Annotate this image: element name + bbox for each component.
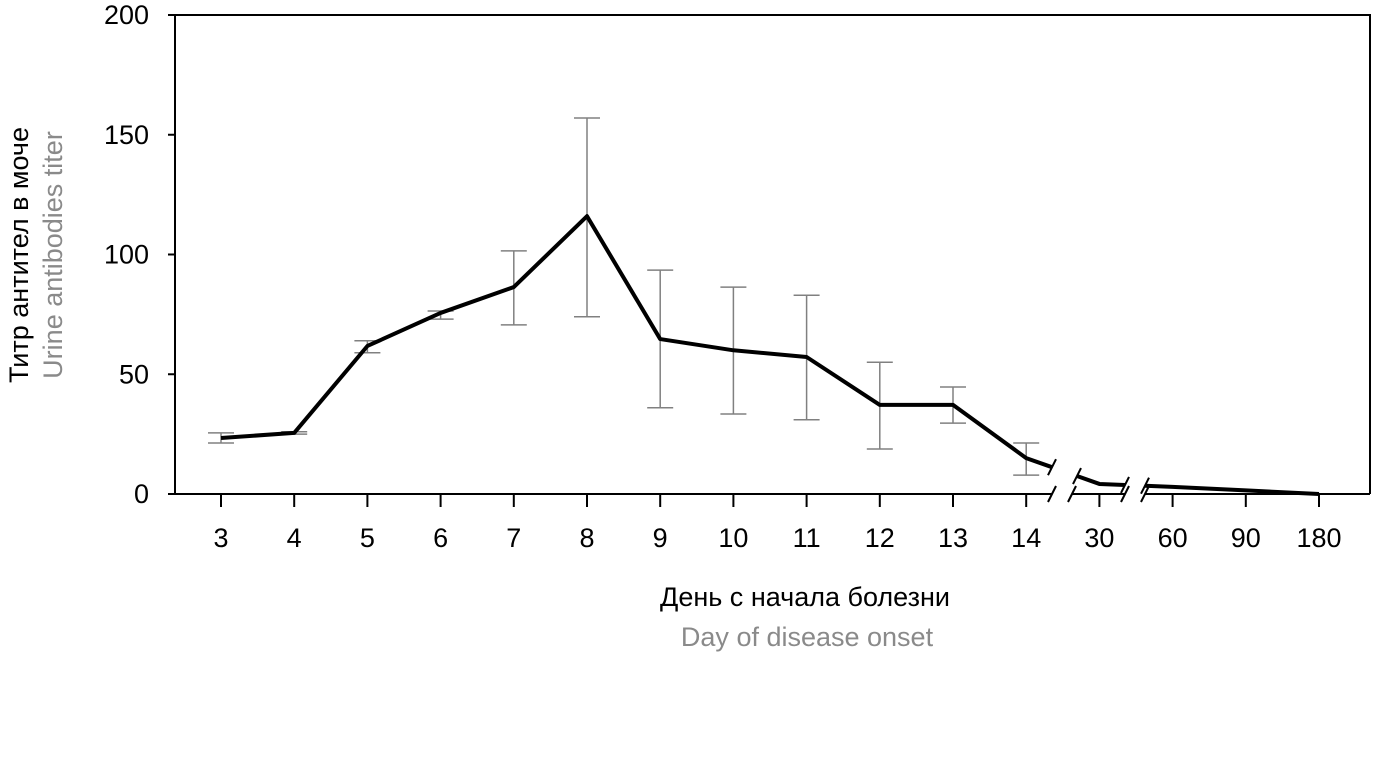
- x-tick-label: 13: [938, 523, 968, 553]
- x-tick-label: 180: [1296, 523, 1341, 553]
- axes: [168, 14, 1371, 507]
- x-axis-label-en: Day of disease onset: [681, 622, 934, 652]
- y-tick-label: 200: [104, 0, 149, 30]
- y-axis-label: Титр антител в моче: [4, 127, 34, 383]
- x-tick-label: 10: [718, 523, 748, 553]
- x-tick-label: 3: [213, 523, 228, 553]
- x-tick-label: 14: [1011, 523, 1041, 553]
- x-tick-label: 30: [1084, 523, 1114, 553]
- x-tick-label: 9: [653, 523, 668, 553]
- series-line-segment: [1144, 483, 1320, 496]
- line-break-mark: [1140, 477, 1150, 495]
- y-tick-label: 50: [119, 359, 149, 389]
- x-tick-label: 8: [579, 523, 594, 553]
- y-tick-label: 0: [134, 479, 149, 509]
- error-bars: [208, 117, 1040, 476]
- series-line-segment: [1076, 474, 1126, 487]
- y-axis-label-en: Urine antibodies titer: [38, 131, 68, 379]
- x-tick-label: 4: [287, 523, 302, 553]
- tick-labels: 0 50 100 150 200 3 4 5 6 7 8 9 10 11 12 13 14 30 60 90 180: [104, 0, 1342, 553]
- y-tick-label: 150: [104, 120, 149, 150]
- line-break-mark: [1047, 458, 1057, 476]
- x-tick-label: 5: [360, 523, 375, 553]
- x-tick-label: 7: [506, 523, 521, 553]
- plot-frame: [174, 14, 1371, 494]
- series-line: [220, 214, 1320, 496]
- x-tick-label: 6: [433, 523, 448, 553]
- x-tick-label: 60: [1158, 523, 1188, 553]
- x-axis-label: День с начала болезни: [660, 582, 950, 612]
- x-tick-label: 90: [1231, 523, 1261, 553]
- x-tick-label: 11: [793, 523, 821, 553]
- series-line-segment: [220, 214, 1053, 470]
- axis-break-mark: [1047, 485, 1057, 503]
- x-tick-label: 12: [865, 523, 895, 553]
- line-break-mark: [1120, 476, 1130, 494]
- axis-break-mark: [1140, 485, 1150, 503]
- y-tick-label: 100: [104, 240, 149, 270]
- line-break-mark: [1072, 467, 1082, 485]
- axis-break-mark: [1120, 485, 1130, 503]
- axis-break-mark: [1067, 485, 1077, 503]
